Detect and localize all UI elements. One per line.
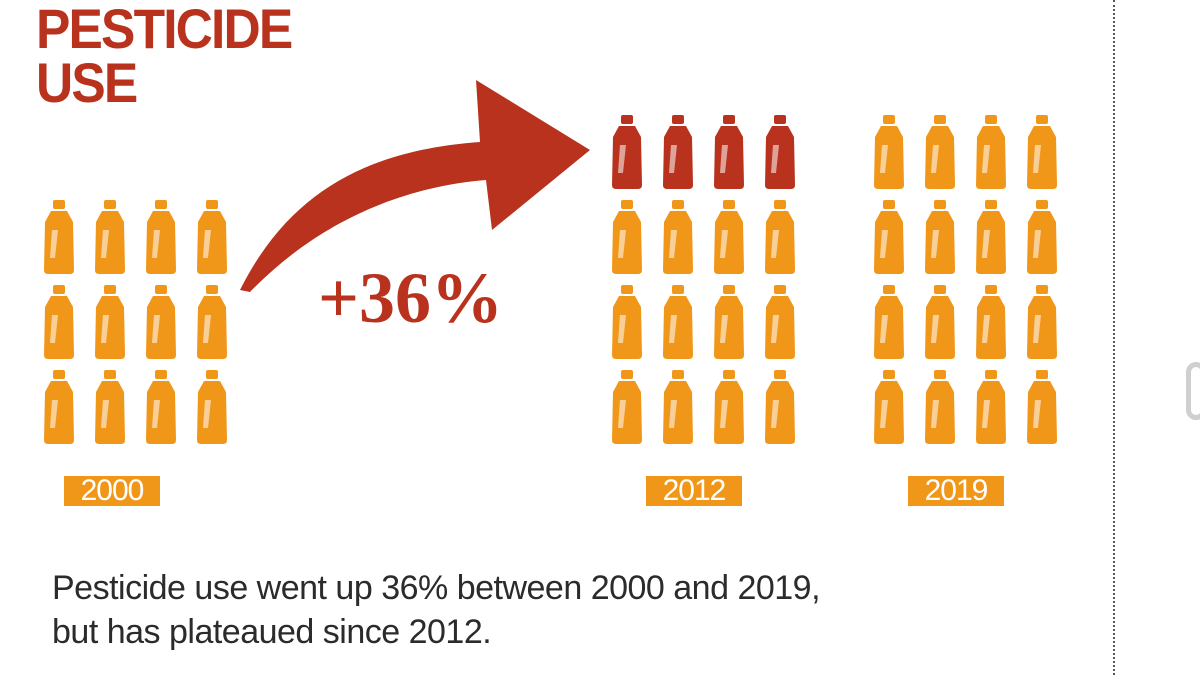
pesticide-bottle-icon bbox=[661, 285, 695, 359]
title-line-1: PESTICIDE bbox=[36, 0, 293, 60]
pesticide-bottle-icon bbox=[610, 200, 644, 274]
pesticide-bottle-icon-increase bbox=[610, 115, 644, 189]
chart-title: PESTICIDE USE bbox=[36, 0, 293, 114]
pesticide-bottle-icon bbox=[712, 285, 746, 359]
pesticide-bottle-icon bbox=[661, 200, 695, 274]
caption: Pesticide use went up 36% between 2000 a… bbox=[52, 566, 912, 654]
pesticide-bottle-icon bbox=[144, 285, 178, 359]
pesticide-bottle-icon bbox=[763, 370, 797, 444]
pesticide-bottle-icon bbox=[974, 285, 1008, 359]
pesticide-bottle-icon bbox=[923, 370, 957, 444]
caption-line-1: Pesticide use went up 36% between 2000 a… bbox=[52, 569, 821, 607]
section-divider bbox=[1113, 0, 1115, 675]
pesticide-bottle-icon bbox=[144, 370, 178, 444]
pesticide-bottle-icon bbox=[42, 370, 76, 444]
pesticide-bottle-icon bbox=[42, 200, 76, 274]
pictogram-group-2012: 2012 bbox=[610, 0, 814, 520]
pesticide-bottle-icon bbox=[93, 285, 127, 359]
pesticide-bottle-icon bbox=[195, 285, 229, 359]
next-panel-icon-fragment bbox=[1186, 362, 1200, 420]
pictogram-group-2000: 2000 bbox=[42, 0, 246, 520]
pesticide-bottle-icon bbox=[763, 285, 797, 359]
year-label-2012: 2012 bbox=[646, 476, 742, 506]
pesticide-bottle-icon bbox=[195, 370, 229, 444]
pesticide-bottle-icon bbox=[974, 200, 1008, 274]
pesticide-bottle-icon-increase bbox=[712, 115, 746, 189]
pesticide-bottle-icon bbox=[923, 200, 957, 274]
increase-arrow-icon bbox=[240, 80, 590, 292]
pesticide-bottle-icon bbox=[661, 370, 695, 444]
pesticide-bottle-icon bbox=[872, 115, 906, 189]
pesticide-bottle-icon bbox=[42, 285, 76, 359]
pesticide-bottle-icon bbox=[872, 200, 906, 274]
pesticide-bottle-icon bbox=[712, 370, 746, 444]
pesticide-bottle-icon bbox=[923, 115, 957, 189]
title-line-2: USE bbox=[36, 51, 138, 114]
pesticide-bottle-icon bbox=[1025, 285, 1059, 359]
pesticide-bottle-icon bbox=[93, 370, 127, 444]
pesticide-bottle-icon bbox=[872, 285, 906, 359]
pesticide-bottle-icon bbox=[1025, 115, 1059, 189]
pesticide-bottle-icon bbox=[974, 115, 1008, 189]
pesticide-bottle-icon-increase bbox=[661, 115, 695, 189]
pesticide-bottle-icon bbox=[610, 370, 644, 444]
pesticide-bottle-icon-increase bbox=[763, 115, 797, 189]
year-label-2000: 2000 bbox=[64, 476, 160, 506]
pesticide-bottle-icon bbox=[872, 370, 906, 444]
pesticide-bottle-icon bbox=[610, 285, 644, 359]
pesticide-bottle-icon bbox=[93, 200, 127, 274]
caption-line-2: but has plateaued since 2012. bbox=[52, 613, 492, 651]
pesticide-bottle-icon bbox=[763, 200, 797, 274]
change-label: +36% bbox=[318, 258, 504, 338]
pictogram-group-2019: 2019 bbox=[872, 0, 1076, 520]
pesticide-bottle-icon bbox=[1025, 200, 1059, 274]
year-label-2019: 2019 bbox=[908, 476, 1004, 506]
pesticide-bottle-icon bbox=[1025, 370, 1059, 444]
pesticide-bottle-icon bbox=[974, 370, 1008, 444]
pesticide-bottle-icon bbox=[712, 200, 746, 274]
pesticide-bottle-icon bbox=[195, 200, 229, 274]
pesticide-bottle-icon bbox=[923, 285, 957, 359]
pesticide-bottle-icon bbox=[144, 200, 178, 274]
